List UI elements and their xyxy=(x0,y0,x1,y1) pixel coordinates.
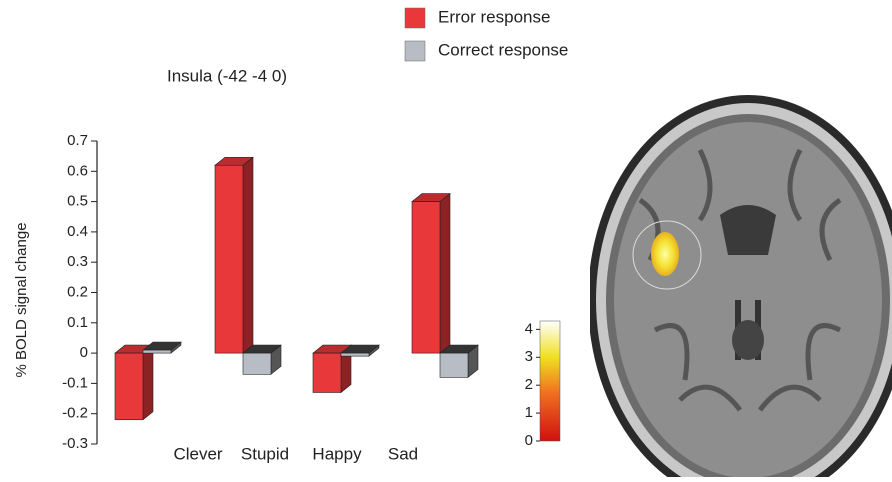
y-tick-label: 0.2 xyxy=(67,283,88,300)
y-tick-label: -0.3 xyxy=(62,435,88,452)
legend-swatch xyxy=(405,41,425,61)
colorbar-tick-label: 2 xyxy=(525,376,533,393)
y-tick-label: 0 xyxy=(80,344,88,361)
bar-side xyxy=(143,345,153,420)
x-tick-label: Clever xyxy=(173,444,222,463)
colorbar-tick-label: 1 xyxy=(525,404,533,421)
y-tick-label: 0.5 xyxy=(67,193,88,210)
bar-side xyxy=(243,157,253,353)
colorbar-tick-label: 4 xyxy=(525,320,533,337)
legend-label: Correct response xyxy=(438,40,568,59)
y-tick-label: -0.1 xyxy=(62,374,88,391)
legend-swatch xyxy=(405,8,425,28)
figure: Insula (-42 -4 0) % BOLD signal change -… xyxy=(0,0,892,477)
y-tick-label: 0.6 xyxy=(67,162,88,179)
bar-side xyxy=(440,194,450,354)
x-tick-label: Stupid xyxy=(241,444,289,463)
bar xyxy=(215,165,243,353)
brain-image xyxy=(588,88,892,477)
y-tick-label: -0.2 xyxy=(62,405,88,422)
x-tick-label: Happy xyxy=(312,444,362,463)
bar xyxy=(440,353,468,377)
chart-title: Insula (-42 -4 0) xyxy=(167,66,287,85)
y-tick-label: 0.4 xyxy=(67,223,88,240)
bar xyxy=(341,353,369,356)
y-tick-label: 0.1 xyxy=(67,314,88,331)
x-tick-label: Sad xyxy=(388,444,418,463)
page: {"chart_data": {"type": "bar3d", "title"… xyxy=(0,0,892,477)
y-tick-label: 0.3 xyxy=(67,253,88,270)
bar xyxy=(412,202,440,354)
legend-label: Error response xyxy=(438,7,550,26)
colorbar xyxy=(540,321,560,441)
y-tick-label: 0.7 xyxy=(67,132,88,149)
bar xyxy=(115,353,143,420)
bar xyxy=(143,350,171,353)
colorbar-tick-label: 0 xyxy=(525,432,533,449)
colorbar-tick-label: 3 xyxy=(525,348,533,365)
bar xyxy=(243,353,271,374)
bar xyxy=(313,353,341,392)
y-axis-label: % BOLD signal change xyxy=(13,222,30,377)
